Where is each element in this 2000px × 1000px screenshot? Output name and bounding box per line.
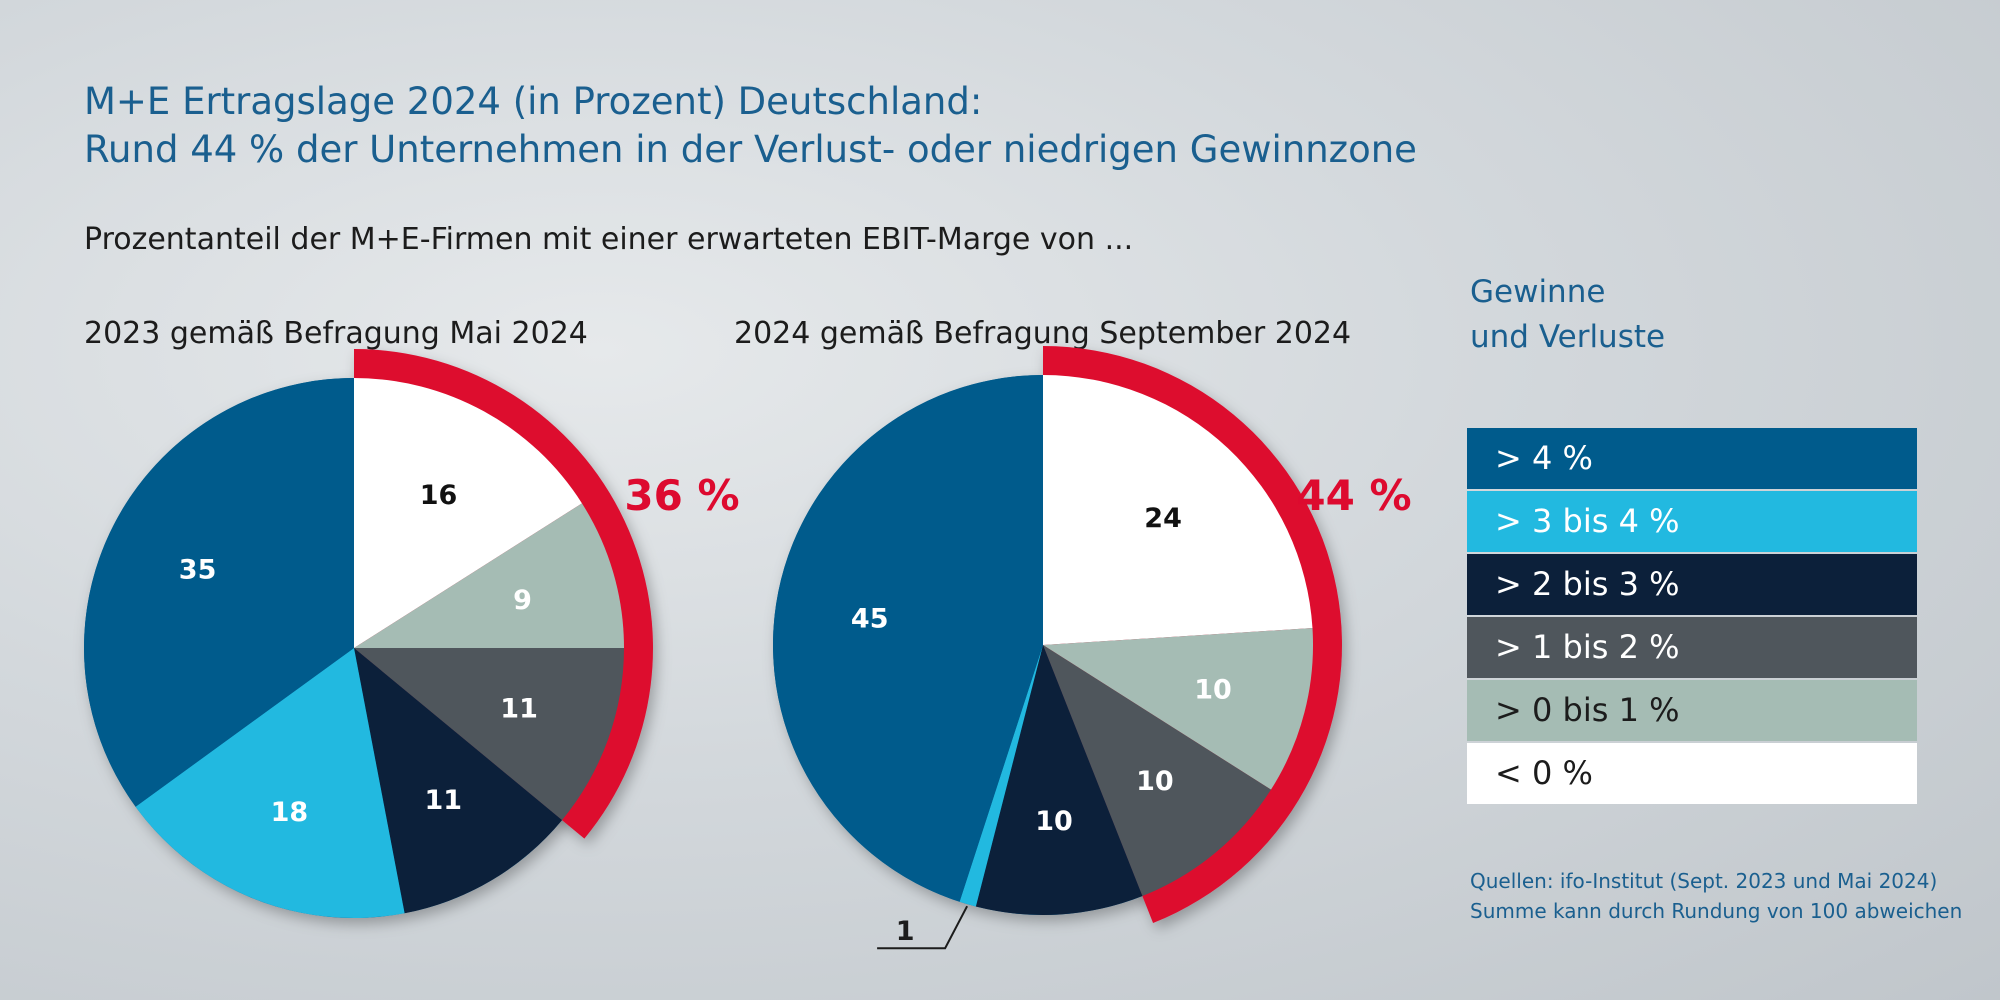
legend-item-0to1: > 0 bis 1 % bbox=[1467, 680, 1917, 741]
legend-item-3to4: > 3 bis 4 % bbox=[1467, 491, 1917, 552]
legend-label: > 0 bis 1 % bbox=[1495, 691, 1680, 729]
legend-title-line-1: Gewinne bbox=[1470, 274, 1606, 310]
pie-slice bbox=[959, 645, 1043, 907]
pie-slice bbox=[1043, 375, 1313, 645]
pie-slice bbox=[354, 378, 582, 648]
legend-label: > 1 bis 2 % bbox=[1495, 628, 1680, 666]
pie-2024: 24 10 10 10 1 45 44 % bbox=[772, 346, 1412, 950]
pie-2023: 16 9 11 11 18 35 36 % bbox=[84, 349, 740, 919]
legend-label: > 3 bis 4 % bbox=[1495, 502, 1680, 540]
legend-label: > 2 bis 3 % bbox=[1495, 565, 1680, 603]
pie-slice bbox=[354, 648, 563, 914]
page-title: M+E Ertragslage 2024 (in Prozent) Deutsc… bbox=[84, 78, 1417, 174]
sources-note: Quellen: ifo-Institut (Sept. 2023 und Ma… bbox=[1470, 866, 1962, 926]
pie-slice bbox=[975, 645, 1143, 916]
pie-slice bbox=[1043, 628, 1314, 790]
legend-item-1to2: > 1 bis 2 % bbox=[1467, 617, 1917, 678]
slice-value-label: 9 bbox=[513, 585, 532, 616]
highlight-percent-label: 44 % bbox=[1296, 471, 1411, 520]
slice-value-label: 24 bbox=[1144, 503, 1182, 534]
pie-slice bbox=[354, 503, 624, 648]
legend-title-line-2: und Verluste bbox=[1470, 319, 1666, 355]
sources-line-1: Quellen: ifo-Institut (Sept. 2023 und Ma… bbox=[1470, 869, 1938, 893]
legend-item-2to3: > 2 bis 3 % bbox=[1467, 554, 1917, 615]
legend: > 4 % > 3 bis 4 % > 2 bis 3 % > 1 bis 2 … bbox=[1467, 428, 1917, 806]
slice-value-label: 10 bbox=[1136, 766, 1174, 797]
sources-line-2: Summe kann durch Rundung von 100 abweich… bbox=[1470, 899, 1963, 923]
pie-slice bbox=[1043, 645, 1271, 897]
highlight-percent-label: 36 % bbox=[624, 471, 739, 520]
slice-value-label: 35 bbox=[179, 554, 217, 585]
slice-value-label: 1 bbox=[896, 916, 915, 947]
slice-value-label: 11 bbox=[500, 693, 538, 724]
pie-slice bbox=[354, 648, 624, 821]
slice-value-label: 10 bbox=[1035, 806, 1073, 837]
pie-slice bbox=[772, 375, 1043, 902]
pie-2023-title: 2023 gemäß Befragung Mai 2024 bbox=[84, 316, 588, 351]
slice-value-label: 10 bbox=[1194, 675, 1232, 706]
title-line-2: Rund 44 % der Unternehmen in der Verlust… bbox=[84, 128, 1417, 171]
pie-slice bbox=[135, 648, 405, 919]
title-line-1: M+E Ertragslage 2024 (in Prozent) Deutsc… bbox=[84, 80, 983, 123]
slice-value-label: 18 bbox=[271, 797, 309, 828]
legend-item-lt0: < 0 % bbox=[1467, 743, 1917, 804]
legend-item-gt4: > 4 % bbox=[1467, 428, 1917, 489]
legend-label: < 0 % bbox=[1495, 754, 1593, 792]
slice-value-label: 45 bbox=[851, 604, 889, 635]
legend-title: Gewinne und Verluste bbox=[1470, 270, 1665, 360]
pie-slice bbox=[84, 378, 355, 807]
slice-value-label: 11 bbox=[425, 785, 463, 816]
slice-value-label: 16 bbox=[420, 480, 458, 511]
pie-2024-title: 2024 gemäß Befragung September 2024 bbox=[734, 316, 1352, 351]
chart-subtitle: Prozentanteil der M+E-Firmen mit einer e… bbox=[84, 222, 1134, 257]
leader-line bbox=[877, 905, 969, 950]
legend-label: > 4 % bbox=[1495, 439, 1593, 477]
